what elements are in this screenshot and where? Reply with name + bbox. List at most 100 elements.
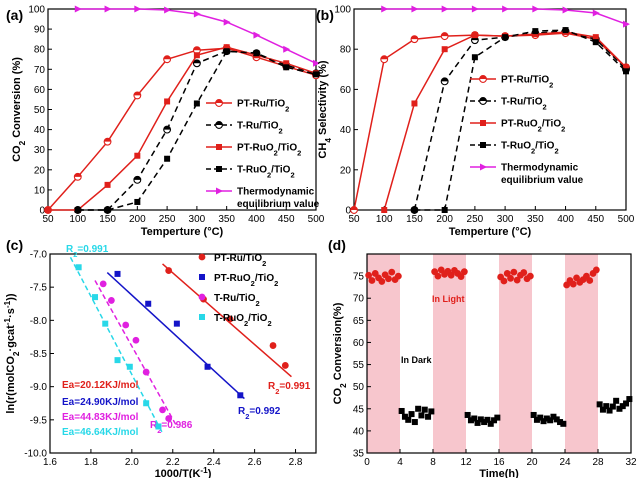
fit-line (94, 280, 178, 427)
legend-entry: T-Ru/TiO2 (214, 293, 260, 308)
ea-annotation: Ea=20.12KJ/mol (62, 380, 139, 391)
data-point (532, 5, 540, 13)
panel-label: (d) (328, 237, 346, 253)
x-tick-label: 250 (467, 214, 484, 225)
y-tick-label: 10 (34, 185, 46, 196)
data-point (163, 125, 172, 134)
plot-frame (353, 8, 627, 211)
data-point (269, 342, 277, 349)
data-point (134, 152, 141, 159)
data-point (441, 5, 449, 13)
light-interval-band (367, 254, 400, 453)
legend-marker (216, 166, 222, 172)
data-point (543, 415, 550, 422)
x-tick-label: 24 (559, 457, 571, 468)
data-point (411, 100, 418, 107)
legend-marker (198, 253, 206, 261)
data-point (192, 59, 201, 68)
data-point (142, 368, 150, 376)
y-tick-label: 70 (34, 65, 46, 76)
x-tick-label: 200 (436, 214, 453, 225)
data-point (550, 413, 557, 420)
light-interval-band (565, 254, 598, 453)
y-tick-label: 40 (34, 125, 46, 136)
legend-entry: T-RuO2/TiO2 (237, 165, 295, 180)
x-tick-label: 350 (527, 214, 544, 225)
data-point (487, 420, 494, 427)
data-point (401, 413, 408, 420)
y-tick-label: 100 (28, 5, 45, 16)
data-point (73, 172, 82, 181)
legend-entry: T-RuO2/TiO2 (214, 313, 272, 328)
data-point (107, 297, 115, 304)
data-point (164, 98, 171, 105)
fit-line (106, 272, 245, 400)
data-point (467, 417, 474, 424)
y-tick-label: 90 (34, 25, 46, 36)
y-tick-label: 80 (34, 45, 46, 56)
data-point (193, 10, 201, 18)
legend-entry: PT-RuO2/TiO2 (237, 143, 301, 158)
data-point (134, 5, 142, 13)
y-tick-label: 40 (353, 426, 365, 437)
legend-entry: PT-Ru/TiO2 (501, 75, 553, 90)
series-line (413, 30, 627, 211)
data-point (484, 416, 491, 423)
data-point (164, 6, 172, 14)
data-point (425, 413, 432, 420)
y-tick-label: 100 (334, 5, 351, 16)
data-point (283, 45, 291, 53)
legend-marker (215, 99, 223, 107)
y-tick-label: 0 (39, 206, 45, 217)
data-point (405, 416, 412, 423)
data-point (532, 31, 539, 38)
data-point (434, 272, 442, 280)
x-tick-label: 4 (397, 457, 403, 468)
x-tick-label: 50 (42, 214, 54, 225)
y-axis-label: CO2 Conversion (%) (11, 57, 27, 162)
data-point (411, 207, 418, 213)
y-tick-label: -9.5 (30, 415, 48, 426)
data-point (159, 406, 166, 414)
y-tick-label: 30 (34, 145, 46, 156)
r2-annotation: R2=0.992 (238, 406, 281, 421)
data-point (592, 34, 599, 41)
x-tick-label: 150 (406, 214, 423, 225)
r2-annotation: R2=0.986 (150, 420, 193, 435)
data-point (313, 59, 320, 67)
data-point (623, 20, 630, 28)
y-axis-label: CO2 Conversion(%) (332, 302, 348, 404)
data-point (471, 54, 478, 61)
data-point (388, 268, 396, 276)
data-point (428, 408, 435, 415)
data-point (457, 273, 465, 280)
data-point (398, 407, 405, 414)
data-point (623, 400, 630, 407)
legend-entry: PT-Ru/TiO2 (237, 99, 289, 114)
data-point (226, 315, 234, 323)
data-point (385, 275, 392, 283)
legend-entry: PT-Ru/TiO2 (214, 253, 266, 268)
panel-d: 0 4 8 12 16 20 24 28 32 35 40 45 50 55 60 65 70 75 (d) Time… (328, 237, 637, 478)
data-point (104, 207, 111, 213)
data-point (471, 415, 478, 422)
data-point (530, 411, 537, 418)
y-tick-label: 20 (34, 165, 46, 176)
data-point (122, 321, 130, 329)
legend-entry-cont: equilibrium value (501, 175, 584, 186)
x-tick-label: 28 (592, 457, 604, 468)
series-thermodynamic-equilibrium-value (381, 5, 630, 28)
data-point (440, 77, 449, 86)
x-tick-label: 500 (618, 214, 635, 225)
x-axis-label: Temperture (°C) (449, 226, 532, 238)
legend-marker (199, 314, 205, 320)
r2-annotation: R2=0.991 (268, 381, 311, 396)
data-point (619, 403, 626, 410)
x-tick-label: 32 (625, 457, 637, 468)
data-point (477, 416, 484, 423)
x-tick-label: 400 (248, 214, 265, 225)
data-point (145, 300, 152, 307)
data-point (133, 91, 142, 100)
data-point (460, 268, 468, 276)
